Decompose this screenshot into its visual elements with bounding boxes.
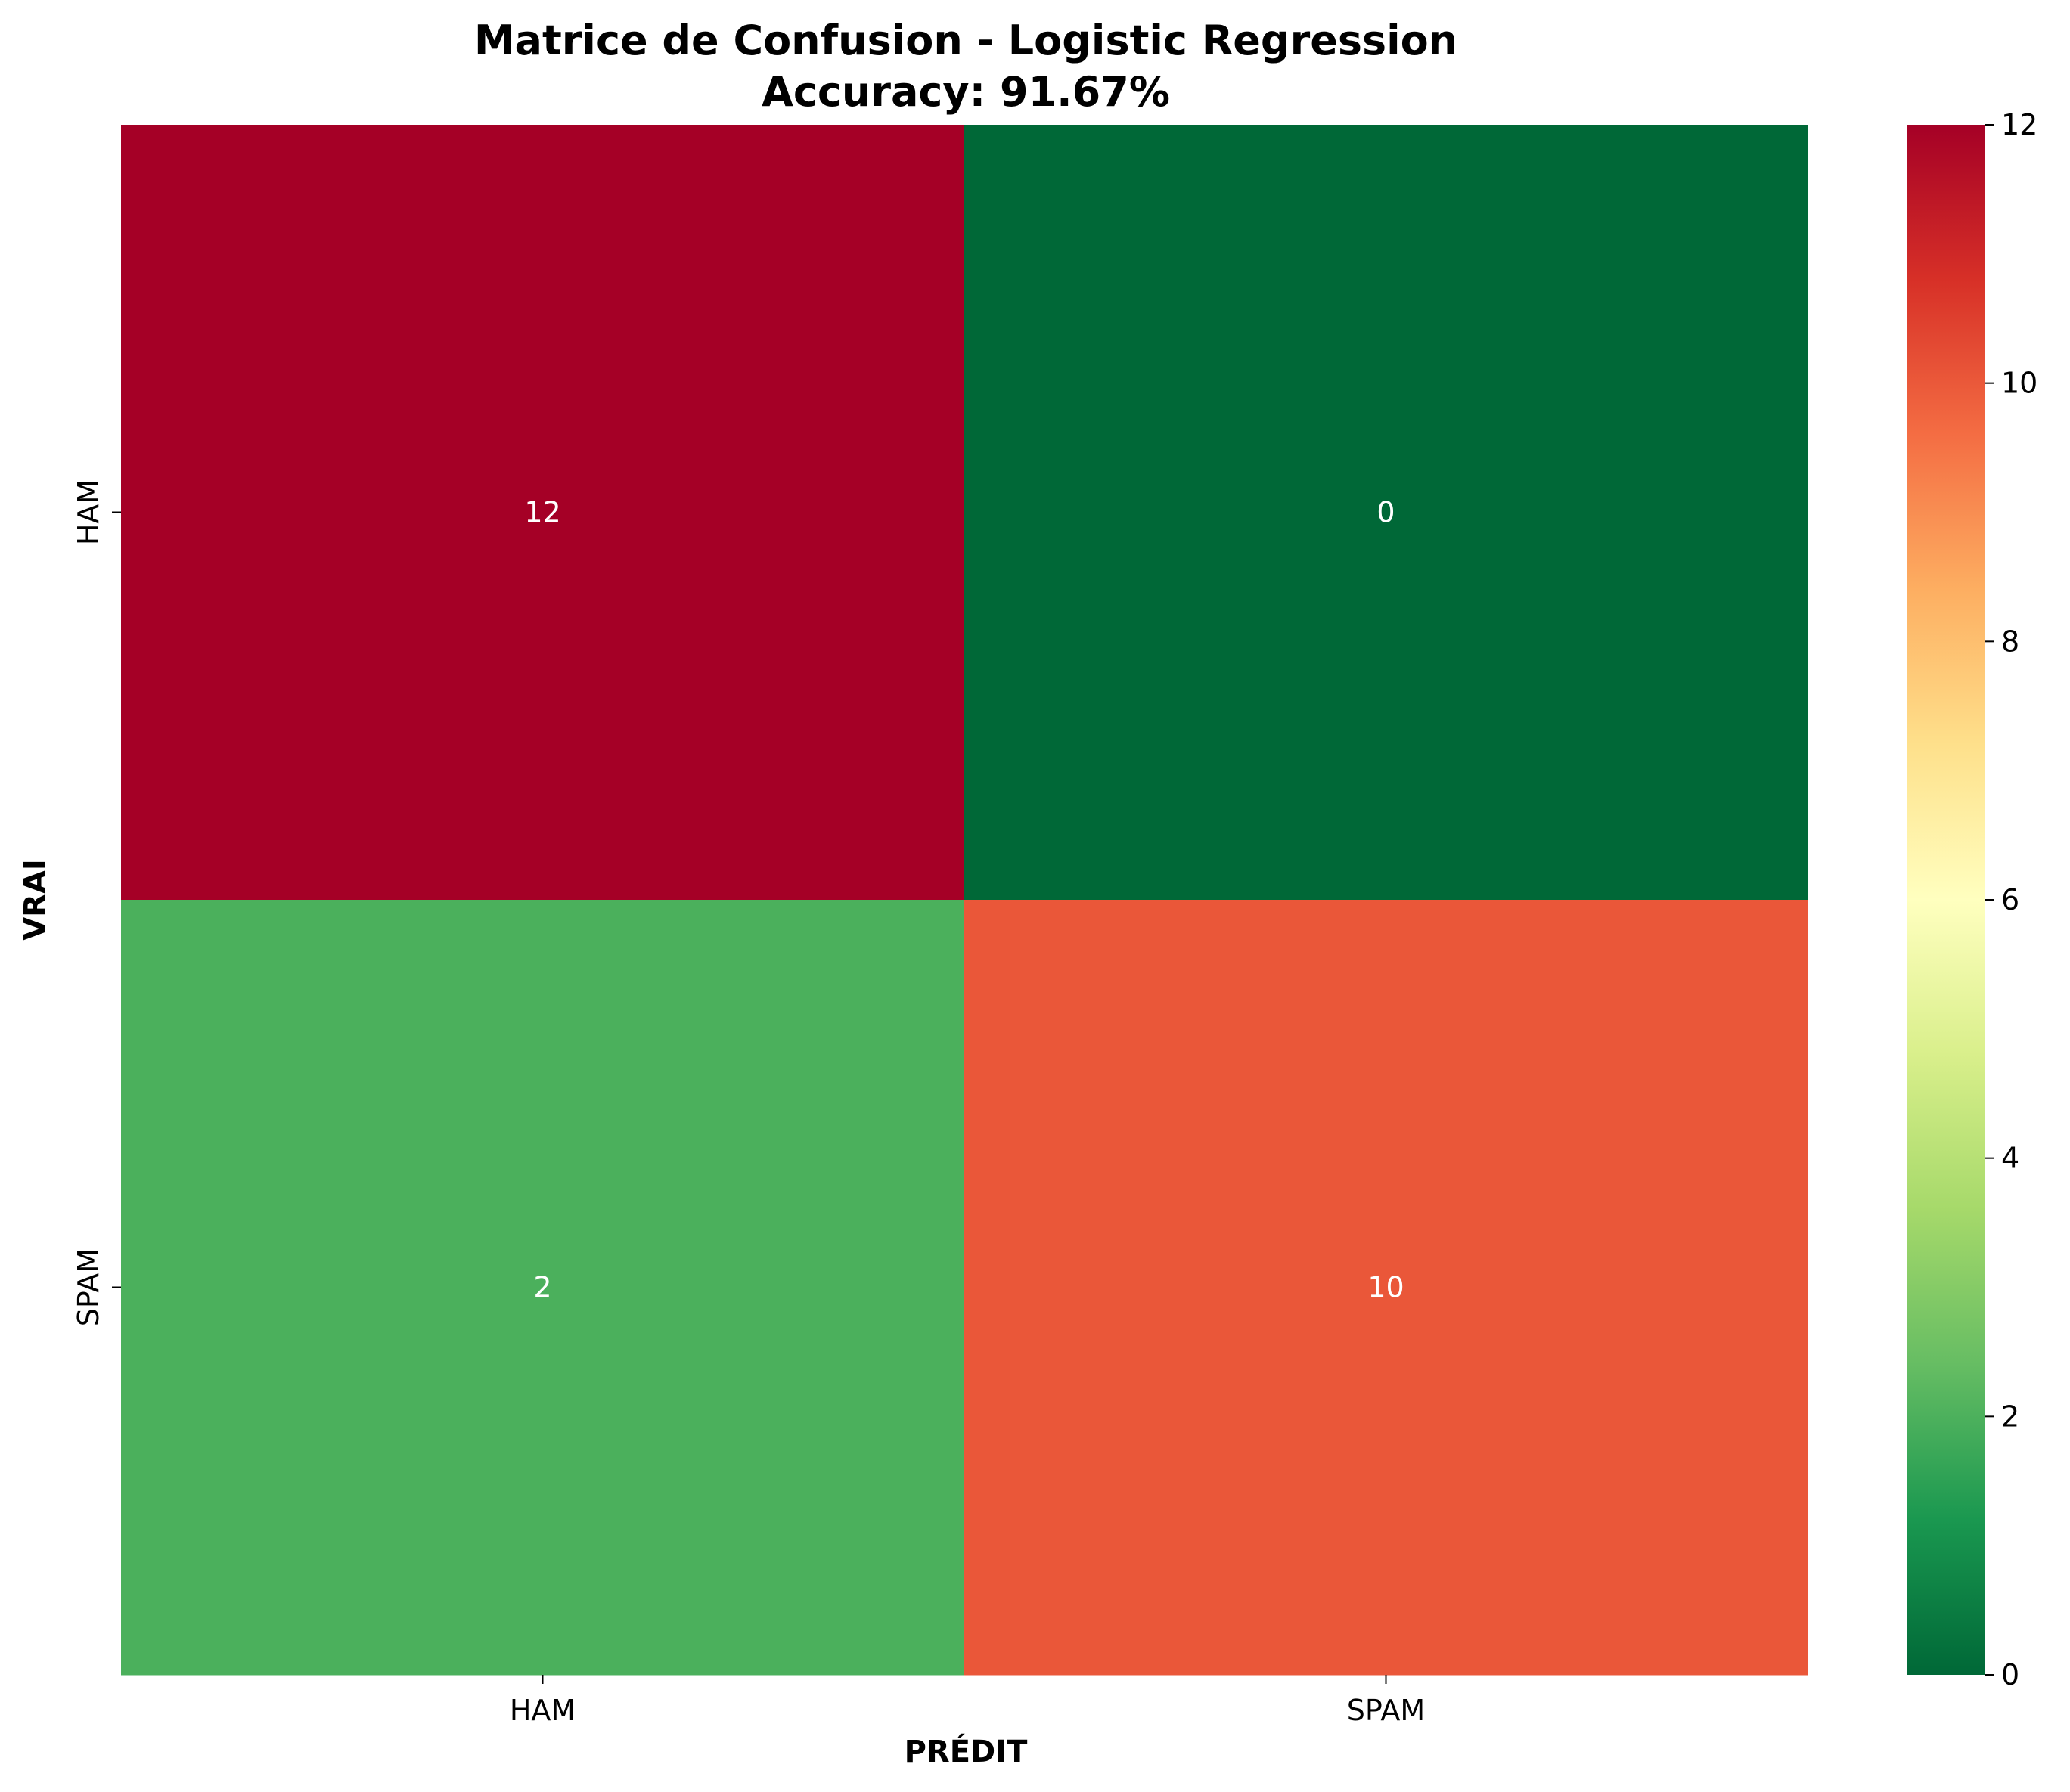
cell-value-label: 2 <box>533 1271 551 1304</box>
colorbar-tick-label: 8 <box>2001 625 2019 658</box>
chart-subtitle: Accuracy: 91.67% <box>762 68 1170 116</box>
y-tick-label: SPAM <box>72 1248 105 1326</box>
heatmap-cell <box>964 125 1808 901</box>
cell-value-label: 12 <box>524 496 560 529</box>
colorbar-tick-label: 4 <box>2001 1142 2019 1175</box>
y-tick-label: HAM <box>72 479 105 545</box>
colorbar-tick-label: 10 <box>2001 367 2037 400</box>
colorbar-tick-label: 2 <box>2001 1400 2019 1433</box>
heatmap-cell <box>964 900 1808 1676</box>
heatmap-cell <box>121 125 965 901</box>
cell-value-label: 10 <box>1367 1271 1404 1304</box>
colorbar-tick-label: 6 <box>2001 883 2019 916</box>
cell-value-label: 0 <box>1376 496 1395 529</box>
x-axis-ticks: HAM SPAM <box>510 1675 1425 1727</box>
colorbar-tick-label: 0 <box>2001 1658 2019 1691</box>
chart-title: Matrice de Confusion - Logistic Regressi… <box>474 17 1457 64</box>
colorbar-tick-label: 12 <box>2001 108 2037 141</box>
colorbar <box>1907 125 1985 1675</box>
y-axis-label: VRAI <box>18 859 53 941</box>
x-tick-label: SPAM <box>1347 1694 1425 1727</box>
x-axis-label: PRÉDIT <box>905 1733 1029 1769</box>
y-axis-ticks: HAM SPAM <box>72 479 121 1326</box>
x-tick-label: HAM <box>510 1694 576 1727</box>
heatmap-cells: 12 0 2 10 <box>121 125 1808 1676</box>
heatmap-cell <box>121 900 965 1676</box>
colorbar-ticks: 0 2 4 6 8 10 12 <box>1985 108 2037 1691</box>
